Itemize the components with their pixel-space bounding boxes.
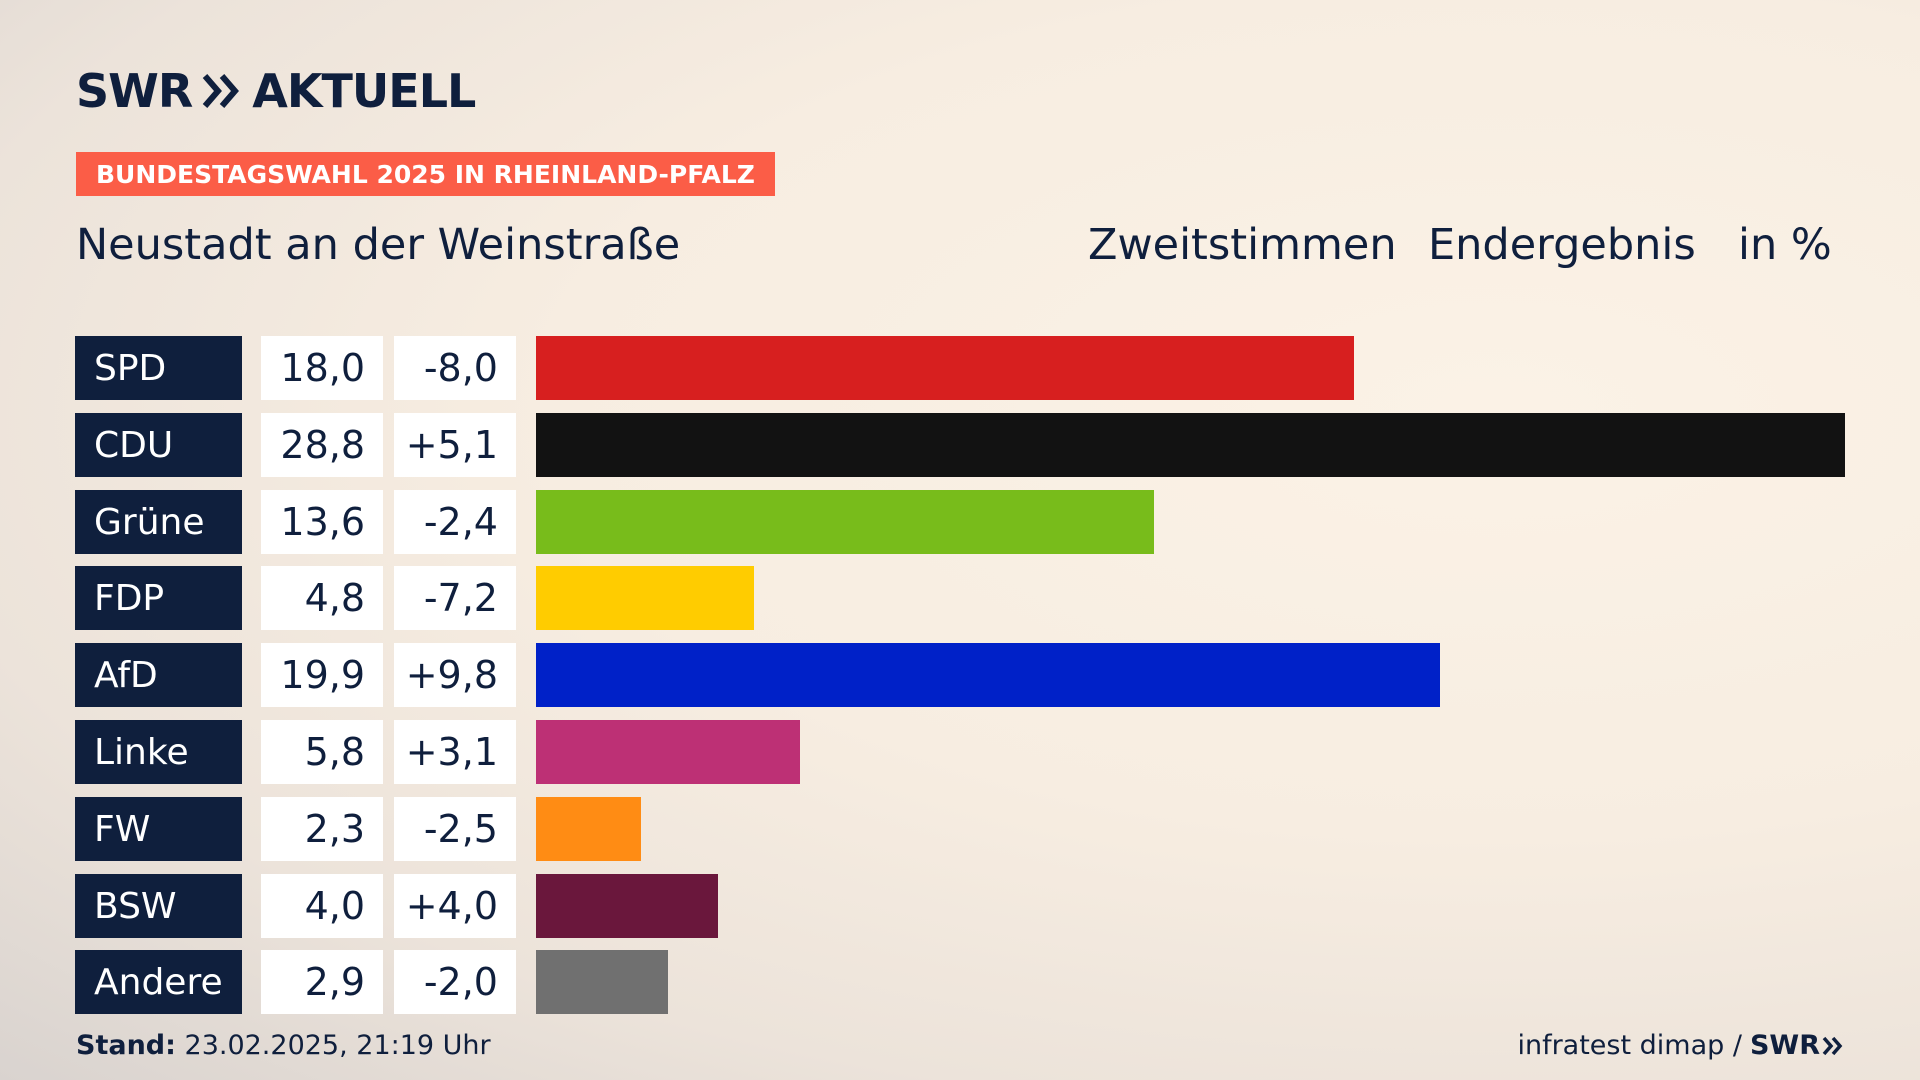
bar-bsw xyxy=(536,874,718,938)
vote-share-value: 19,9 xyxy=(261,643,383,707)
swr-mini-logo: SWR xyxy=(1750,1030,1844,1061)
double-chevron-icon xyxy=(1822,1036,1843,1055)
party-label: Andere xyxy=(75,950,242,1014)
vote-change-value: -2,4 xyxy=(394,490,516,554)
vote-change-value: -8,0 xyxy=(394,336,516,400)
party-label: AfD xyxy=(75,643,242,707)
vote-share-value: 2,9 xyxy=(261,950,383,1014)
vote-share-value: 18,0 xyxy=(261,336,383,400)
bar-cdu xyxy=(536,413,1845,477)
result-row-afd: AfD 19,9 +9,8 xyxy=(0,643,1920,707)
stand-value: 23.02.2025, 21:19 Uhr xyxy=(184,1030,491,1061)
party-label: CDU xyxy=(75,413,242,477)
bar-andere xyxy=(536,950,668,1014)
vote-change-value: -7,2 xyxy=(394,566,516,630)
bar-fdp xyxy=(536,566,754,630)
bar-linke xyxy=(536,720,800,784)
source-text: infratest dimap / xyxy=(1517,1030,1742,1061)
bar-spd xyxy=(536,336,1354,400)
vote-share-value: 2,3 xyxy=(261,797,383,861)
vote-share-value: 28,8 xyxy=(261,413,383,477)
result-row-andere: Andere 2,9 -2,0 xyxy=(0,950,1920,1014)
vote-change-value: -2,5 xyxy=(394,797,516,861)
source-credit: infratest dimap / SWR xyxy=(1517,1030,1844,1061)
result-row-bsw: BSW 4,0 +4,0 xyxy=(0,874,1920,938)
swr-aktuell-logo: SWR AKTUELL xyxy=(76,64,476,118)
vote-type-label: Zweitstimmen xyxy=(1088,220,1397,270)
vote-change-value: +5,1 xyxy=(394,413,516,477)
vote-change-value: +9,8 xyxy=(394,643,516,707)
bar-grüne xyxy=(536,490,1154,554)
party-label: BSW xyxy=(75,874,242,938)
party-label: FW xyxy=(75,797,242,861)
mini-logo-text: SWR xyxy=(1749,1030,1820,1061)
election-tag: BUNDESTAGSWAHL 2025 IN RHEINLAND-PFALZ xyxy=(76,152,775,196)
logo-product: AKTUELL xyxy=(252,64,476,118)
bar-fw xyxy=(536,797,641,861)
result-row-grüne: Grüne 13,6 -2,4 xyxy=(0,490,1920,554)
vote-share-value: 4,8 xyxy=(261,566,383,630)
double-chevron-icon xyxy=(203,74,240,108)
region-title: Neustadt an der Weinstraße xyxy=(76,220,681,270)
result-row-cdu: CDU 28,8 +5,1 xyxy=(0,413,1920,477)
result-row-spd: SPD 18,0 -8,0 xyxy=(0,336,1920,400)
vote-change-value: +3,1 xyxy=(394,720,516,784)
result-status-label: Endergebnis xyxy=(1428,220,1696,270)
result-row-fdp: FDP 4,8 -7,2 xyxy=(0,566,1920,630)
party-label: Grüne xyxy=(75,490,242,554)
party-label: SPD xyxy=(75,336,242,400)
timestamp: Stand: 23.02.2025, 21:19 Uhr xyxy=(76,1030,491,1061)
bar-afd xyxy=(536,643,1440,707)
result-row-fw: FW 2,3 -2,5 xyxy=(0,797,1920,861)
vote-change-value: +4,0 xyxy=(394,874,516,938)
logo-brand: SWR xyxy=(76,64,193,118)
vote-share-value: 13,6 xyxy=(261,490,383,554)
unit-label: in % xyxy=(1738,220,1832,270)
stand-label: Stand: xyxy=(76,1030,176,1061)
result-row-linke: Linke 5,8 +3,1 xyxy=(0,720,1920,784)
party-label: Linke xyxy=(75,720,242,784)
vote-share-value: 5,8 xyxy=(261,720,383,784)
vote-change-value: -2,0 xyxy=(394,950,516,1014)
party-label: FDP xyxy=(75,566,242,630)
vote-share-value: 4,0 xyxy=(261,874,383,938)
